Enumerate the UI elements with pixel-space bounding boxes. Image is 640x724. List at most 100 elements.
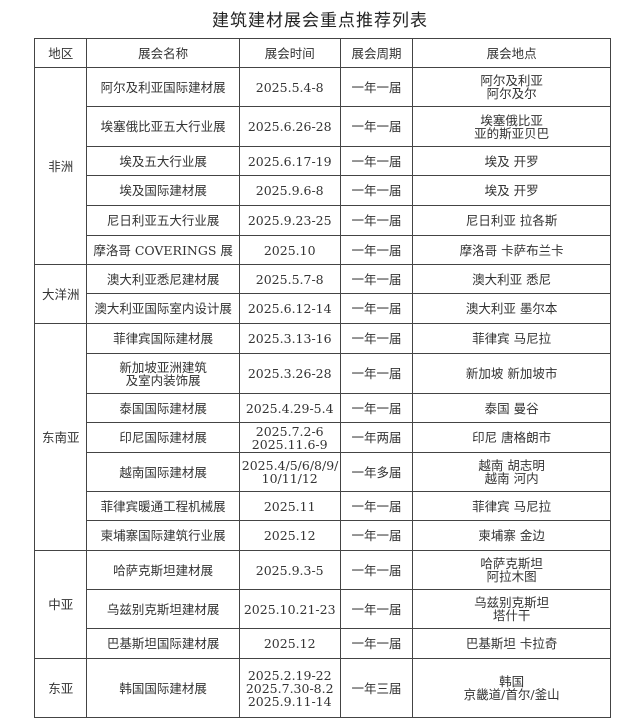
exhibition-name-cell: 乌兹别克斯坦建材展 (86, 589, 240, 629)
exhibition-time-cell: 2025.4/5/6/8/9/ 10/11/12 (238, 452, 341, 492)
exhibition-cycle-cell: 一年一届 (339, 146, 414, 176)
table-row: 乌兹别克斯坦建材展 2025.10.21-23 一年一届 乌兹别克斯坦 塔什干 (35, 589, 611, 629)
header-region: 地区 (33, 38, 88, 68)
exhibition-place-cell: 菲律宾 马尼拉 (412, 491, 611, 521)
table-row: 尼日利亚五大行业展 2025.9.23-25 一年一届 尼日利亚 拉各斯 (35, 205, 611, 236)
exhibition-cycle-cell: 一年一届 (339, 628, 414, 659)
region-cell: 中亚 (33, 550, 88, 659)
table-row: 非洲 阿尔及利亚国际建材展 2025.5.4-8 一年一届 阿尔及利亚 阿尔及尔 (33, 67, 611, 265)
exhibition-time-cell: 2025.10.21-23 (238, 589, 341, 629)
exhibition-time-cell: 2025.9.6-8 (238, 175, 341, 206)
exhibition-place-cell: 泰国 曼谷 (412, 393, 611, 423)
exhibition-table: 地区 展会名称 展会时间 展会周期 展会地点 非洲 阿尔及利亚国际建材展 2025.… (33, 38, 611, 718)
table-row: 澳大利亚国际室内设计展 2025.6.12-14 一年一届 澳大利亚 墨尔本 (35, 293, 611, 324)
exhibition-place-cell: 摩洛哥 卡萨布兰卡 (412, 235, 611, 265)
table-row: 中亚 哈萨克斯坦建材展 2025.9.3-5 一年一届 哈萨克斯坦 阿拉木图 (33, 550, 611, 659)
exhibition-name-cell: 摩洛哥 COVERINGS 展 (86, 235, 240, 265)
exhibition-time-cell: 2025.4.29-5.4 (238, 393, 341, 423)
exhibition-time-cell: 2025.5.4-8 (238, 67, 341, 107)
exhibition-time-cell: 2025.10 (238, 235, 341, 265)
table-row: 泰国国际建材展 2025.4.29-5.4 一年一届 泰国 曼谷 (35, 393, 611, 423)
exhibition-place-cell: 阿尔及利亚 阿尔及尔 (412, 67, 611, 107)
header-time: 展会时间 (238, 38, 341, 68)
table-row: 埃及五大行业展 2025.6.17-19 一年一届 埃及 开罗 (35, 146, 611, 176)
exhibition-cycle-cell: 一年一届 (339, 550, 414, 590)
table-row: 埃及国际建材展 2025.9.6-8 一年一届 埃及 开罗 (35, 175, 611, 206)
header-name: 展会名称 (86, 38, 240, 68)
exhibition-cycle-cell: 一年一届 (339, 589, 414, 629)
exhibition-name-cell: 巴基斯坦国际建材展 (86, 628, 240, 659)
table-row: 巴基斯坦国际建材展 2025.12 一年一届 巴基斯坦 卡拉奇 (35, 628, 611, 659)
table-row: 菲律宾暖通工程机械展 2025.11 一年一届 菲律宾 马尼拉 (35, 491, 611, 521)
exhibition-time-cell: 2025.6.26-28 (238, 106, 341, 147)
exhibition-cycle-cell: 一年一届 (339, 235, 414, 265)
exhibition-place-cell: 菲律宾 马尼拉 (412, 323, 611, 354)
exhibition-place-cell: 印尼 唐格朗市 (412, 422, 611, 453)
exhibition-time-cell: 2025.12 (238, 628, 341, 659)
table-row: 东南亚 菲律宾国际建材展 2025.3.13-16 一年一届 菲律宾 马尼拉 (33, 323, 611, 551)
exhibition-place-cell: 尼日利亚 拉各斯 (412, 205, 611, 236)
exhibition-name-cell: 阿尔及利亚国际建材展 (86, 67, 240, 107)
exhibition-cycle-cell: 一年一届 (339, 264, 414, 294)
exhibition-time-cell: 2025.3.26-28 (238, 353, 341, 394)
exhibition-cycle-cell: 一年一届 (339, 67, 414, 107)
exhibition-cycle-cell: 一年多届 (339, 452, 414, 492)
exhibition-cycle-cell: 一年一届 (339, 393, 414, 423)
exhibition-time-cell: 2025.5.7-8 (238, 264, 341, 294)
exhibition-place-cell: 柬埔寨 金边 (412, 520, 611, 551)
exhibition-name-cell: 哈萨克斯坦建材展 (86, 550, 240, 590)
exhibition-cycle-cell: 一年一届 (339, 175, 414, 206)
exhibition-place-cell: 埃及 开罗 (412, 146, 611, 176)
exhibition-name-cell: 越南国际建材展 (86, 452, 240, 492)
page-title: 建筑建材展会重点推荐列表 (212, 11, 428, 31)
exhibition-name-cell: 泰国国际建材展 (86, 393, 240, 423)
region-cell: 非洲 (33, 67, 88, 265)
exhibition-time-cell: 2025.7.2-6 2025.11.6-9 (238, 422, 341, 453)
table-row: 印尼国际建材展 2025.7.2-6 2025.11.6-9 一年两届 印尼 唐格朗市 (35, 422, 611, 453)
region-cell: 东亚 (33, 658, 88, 718)
exhibition-place-cell: 越南 胡志明 越南 河内 (412, 452, 611, 492)
exhibition-name-cell: 新加坡亚洲建筑 及室内装饰展 (86, 353, 240, 394)
exhibition-cycle-cell: 一年两届 (339, 422, 414, 453)
exhibition-place-cell: 哈萨克斯坦 阿拉木图 (412, 550, 611, 590)
exhibition-cycle-cell: 一年一届 (339, 323, 414, 354)
exhibition-time-cell: 2025.11 (238, 491, 341, 521)
exhibition-name-cell: 菲律宾国际建材展 (86, 323, 240, 354)
exhibition-name-cell: 澳大利亚悉尼建材展 (86, 264, 240, 294)
exhibition-name-cell: 埃及五大行业展 (86, 146, 240, 176)
exhibition-time-cell: 2025.2.19-22 2025.7.30-8.2 2025.9.11-14 (238, 658, 341, 718)
exhibition-place-cell: 澳大利亚 墨尔本 (412, 293, 611, 324)
table-header-row: 地区 展会名称 展会时间 展会周期 展会地点 (33, 38, 611, 68)
exhibition-time-cell: 2025.12 (238, 520, 341, 551)
exhibition-place-cell: 埃及 开罗 (412, 175, 611, 206)
header-place: 展会地点 (412, 38, 611, 68)
exhibition-name-cell: 澳大利亚国际室内设计展 (86, 293, 240, 324)
table-row: 新加坡亚洲建筑 及室内装饰展 2025.3.26-28 一年一届 新加坡 新加坡市 (35, 353, 611, 394)
exhibition-place-cell: 澳大利亚 悉尼 (412, 264, 611, 294)
exhibition-cycle-cell: 一年一届 (339, 491, 414, 521)
header-cycle: 展会周期 (339, 38, 414, 68)
table-row: 越南国际建材展 2025.4/5/6/8/9/ 10/11/12 一年多届 越南 胡志… (35, 452, 611, 492)
exhibition-cycle-cell: 一年一届 (339, 353, 414, 394)
table-row: 埃塞俄比亚五大行业展 2025.6.26-28 一年一届 埃塞俄比亚 亚的斯亚贝巴 (35, 106, 611, 147)
exhibition-time-cell: 2025.3.13-16 (238, 323, 341, 354)
table-row: 柬埔寨国际建筑行业展 2025.12 一年一届 柬埔寨 金边 (35, 520, 611, 551)
exhibition-name-cell: 韩国国际建材展 (86, 658, 240, 718)
exhibition-place-cell: 埃塞俄比亚 亚的斯亚贝巴 (412, 106, 611, 147)
exhibition-time-cell: 2025.6.17-19 (238, 146, 341, 176)
exhibition-place-cell: 乌兹别克斯坦 塔什干 (412, 589, 611, 629)
table-row: 摩洛哥 COVERINGS 展 2025.10 一年一届 摩洛哥 卡萨布兰卡 (35, 235, 611, 265)
exhibition-name-cell: 柬埔寨国际建筑行业展 (86, 520, 240, 551)
exhibition-time-cell: 2025.9.23-25 (238, 205, 341, 236)
table-body: 非洲 阿尔及利亚国际建材展 2025.5.4-8 一年一届 阿尔及利亚 阿尔及尔 埃塞俄比… (33, 67, 611, 718)
exhibition-cycle-cell: 一年一届 (339, 520, 414, 551)
exhibition-name-cell: 埃塞俄比亚五大行业展 (86, 106, 240, 147)
exhibition-cycle-cell: 一年一届 (339, 106, 414, 147)
exhibition-place-cell: 巴基斯坦 卡拉奇 (412, 628, 611, 659)
exhibition-name-cell: 埃及国际建材展 (86, 175, 240, 206)
exhibition-cycle-cell: 一年一届 (339, 205, 414, 236)
exhibition-name-cell: 菲律宾暖通工程机械展 (86, 491, 240, 521)
exhibition-place-cell: 韩国 京畿道/首尔/釜山 (412, 658, 611, 718)
exhibition-time-cell: 2025.9.3-5 (238, 550, 341, 590)
table-row: 大洋洲 澳大利亚悉尼建材展 2025.5.7-8 一年一届 澳大利亚 悉尼 (33, 264, 611, 324)
